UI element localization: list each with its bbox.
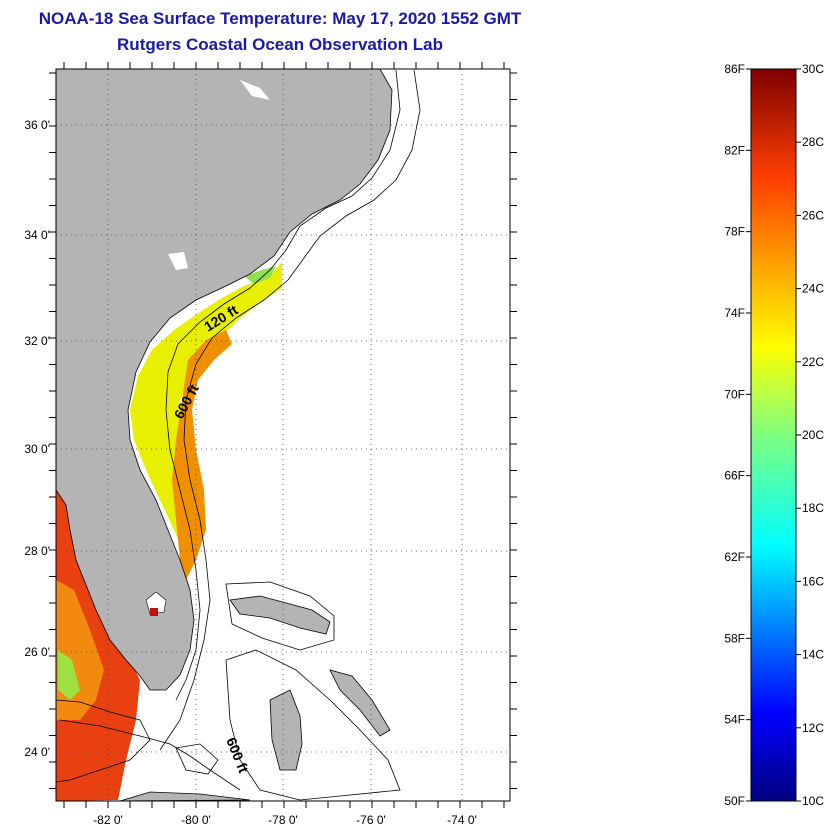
- lat-label-36: 36 0': [24, 118, 50, 132]
- colorbar-label-f: 66F: [724, 469, 745, 483]
- colorbar-label-f: 74F: [724, 306, 745, 320]
- contour-bahamas-bank: [225, 581, 335, 651]
- colorbar-label-f: 54F: [724, 713, 745, 727]
- colorbar-label-c: 22C: [802, 355, 824, 369]
- island-grand-bahama: [229, 595, 331, 635]
- colorbar-label-c: 12C: [802, 721, 824, 735]
- lon-label-80: -80 0': [181, 813, 211, 827]
- colorbar-label-f: 70F: [724, 387, 745, 401]
- colorbar-celsius-ticks: 30C 28C 26C 24C 22C 20C 18C 16C 14C 12C 10C: [796, 62, 824, 808]
- colorbar: [750, 68, 797, 802]
- longitude-labels: -82 0' -80 0' -78 0' -76 0' -74 0': [93, 813, 477, 827]
- island-andros: [269, 689, 303, 771]
- lake-moultrie: [168, 252, 188, 270]
- contour-great-bahama-bank: [225, 649, 401, 801]
- lake-north: [240, 80, 270, 100]
- lat-label-28: 28 0': [24, 544, 50, 558]
- colorbar-fahrenheit-ticks: 86F 82F 78F 74F 70F 66F 62F 58F 54F 50F: [724, 62, 751, 808]
- map-frame: [55, 68, 511, 802]
- map-ticks: [49, 62, 517, 808]
- colorbar-label-c: 26C: [802, 208, 824, 222]
- contour-keys: [59, 719, 241, 791]
- colorbar-label-c: 16C: [802, 574, 824, 588]
- sst-gulf-warm: [56, 490, 140, 801]
- colorbar-label-f: 62F: [724, 550, 745, 564]
- colorbar-label-f: 82F: [724, 143, 745, 157]
- colorbar-label-c: 14C: [802, 648, 824, 662]
- colorbar-label-f: 50F: [724, 794, 745, 808]
- sst-gulf-cool: [58, 650, 80, 700]
- colorbar-label-c: 28C: [802, 135, 824, 149]
- colorbar-label-c: 24C: [802, 282, 824, 296]
- lon-label-78: -78 0': [268, 813, 298, 827]
- contour-120ft: [165, 69, 401, 701]
- sst-coastal-yellow: [130, 262, 282, 552]
- colorbar-label-f: 78F: [724, 225, 745, 239]
- lon-label-76: -76 0': [356, 813, 386, 827]
- colorbar-label-c: 18C: [802, 501, 824, 515]
- title-line-2: Rutgers Coastal Ocean Observation Lab: [117, 35, 443, 54]
- island-eleuthera: [329, 669, 391, 737]
- lat-label-32: 32 0': [24, 334, 50, 348]
- land-mainland: [56, 69, 393, 691]
- colorbar-label-c: 20C: [802, 428, 824, 442]
- lat-label-26: 26 0': [24, 645, 50, 659]
- island-cuba: [119, 791, 251, 801]
- sst-coastal-green: [244, 266, 276, 284]
- gridlines: [56, 69, 510, 801]
- contour-600ft: [159, 69, 421, 751]
- contour-gulf: [56, 699, 151, 783]
- lat-label-30: 30 0': [24, 442, 50, 456]
- lon-label-74: -74 0': [447, 813, 477, 827]
- colorbar-label-c: 30C: [802, 62, 824, 76]
- colorbar-label-c: 10C: [802, 794, 824, 808]
- lon-label-82: -82 0': [93, 813, 123, 827]
- title-line-1: NOAA-18 Sea Surface Temperature: May 17,…: [38, 9, 522, 28]
- latitude-labels: 36 0' 34 0' 32 0' 30 0' 28 0' 26 0' 24 0…: [24, 118, 50, 759]
- lat-label-34: 34 0': [24, 228, 50, 242]
- colorbar-label-f: 86F: [724, 62, 745, 76]
- colorbar-label-f: 58F: [724, 631, 745, 645]
- lat-label-24: 24 0': [24, 745, 50, 759]
- sst-lake-hotspot: [150, 608, 158, 616]
